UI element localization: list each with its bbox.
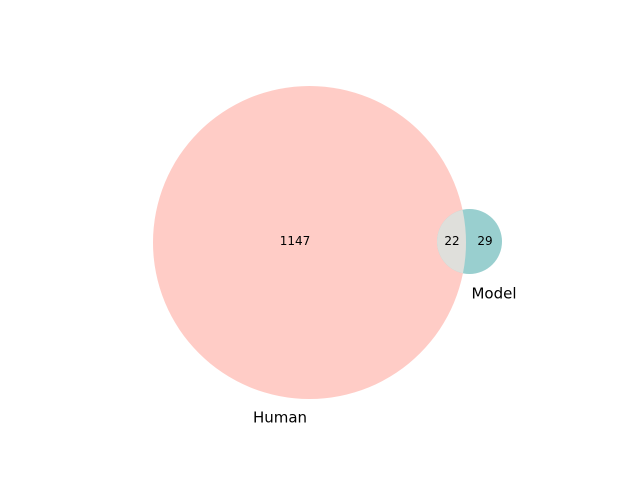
- human-set-circle: [153, 86, 466, 399]
- human-set-label: Human: [253, 409, 307, 427]
- intersection-region: [437, 209, 466, 274]
- intersection-count: 22: [444, 234, 459, 248]
- human-only-count: 1147: [280, 234, 311, 248]
- model-set-label: Model: [471, 285, 516, 303]
- model-only-count: 29: [477, 234, 492, 248]
